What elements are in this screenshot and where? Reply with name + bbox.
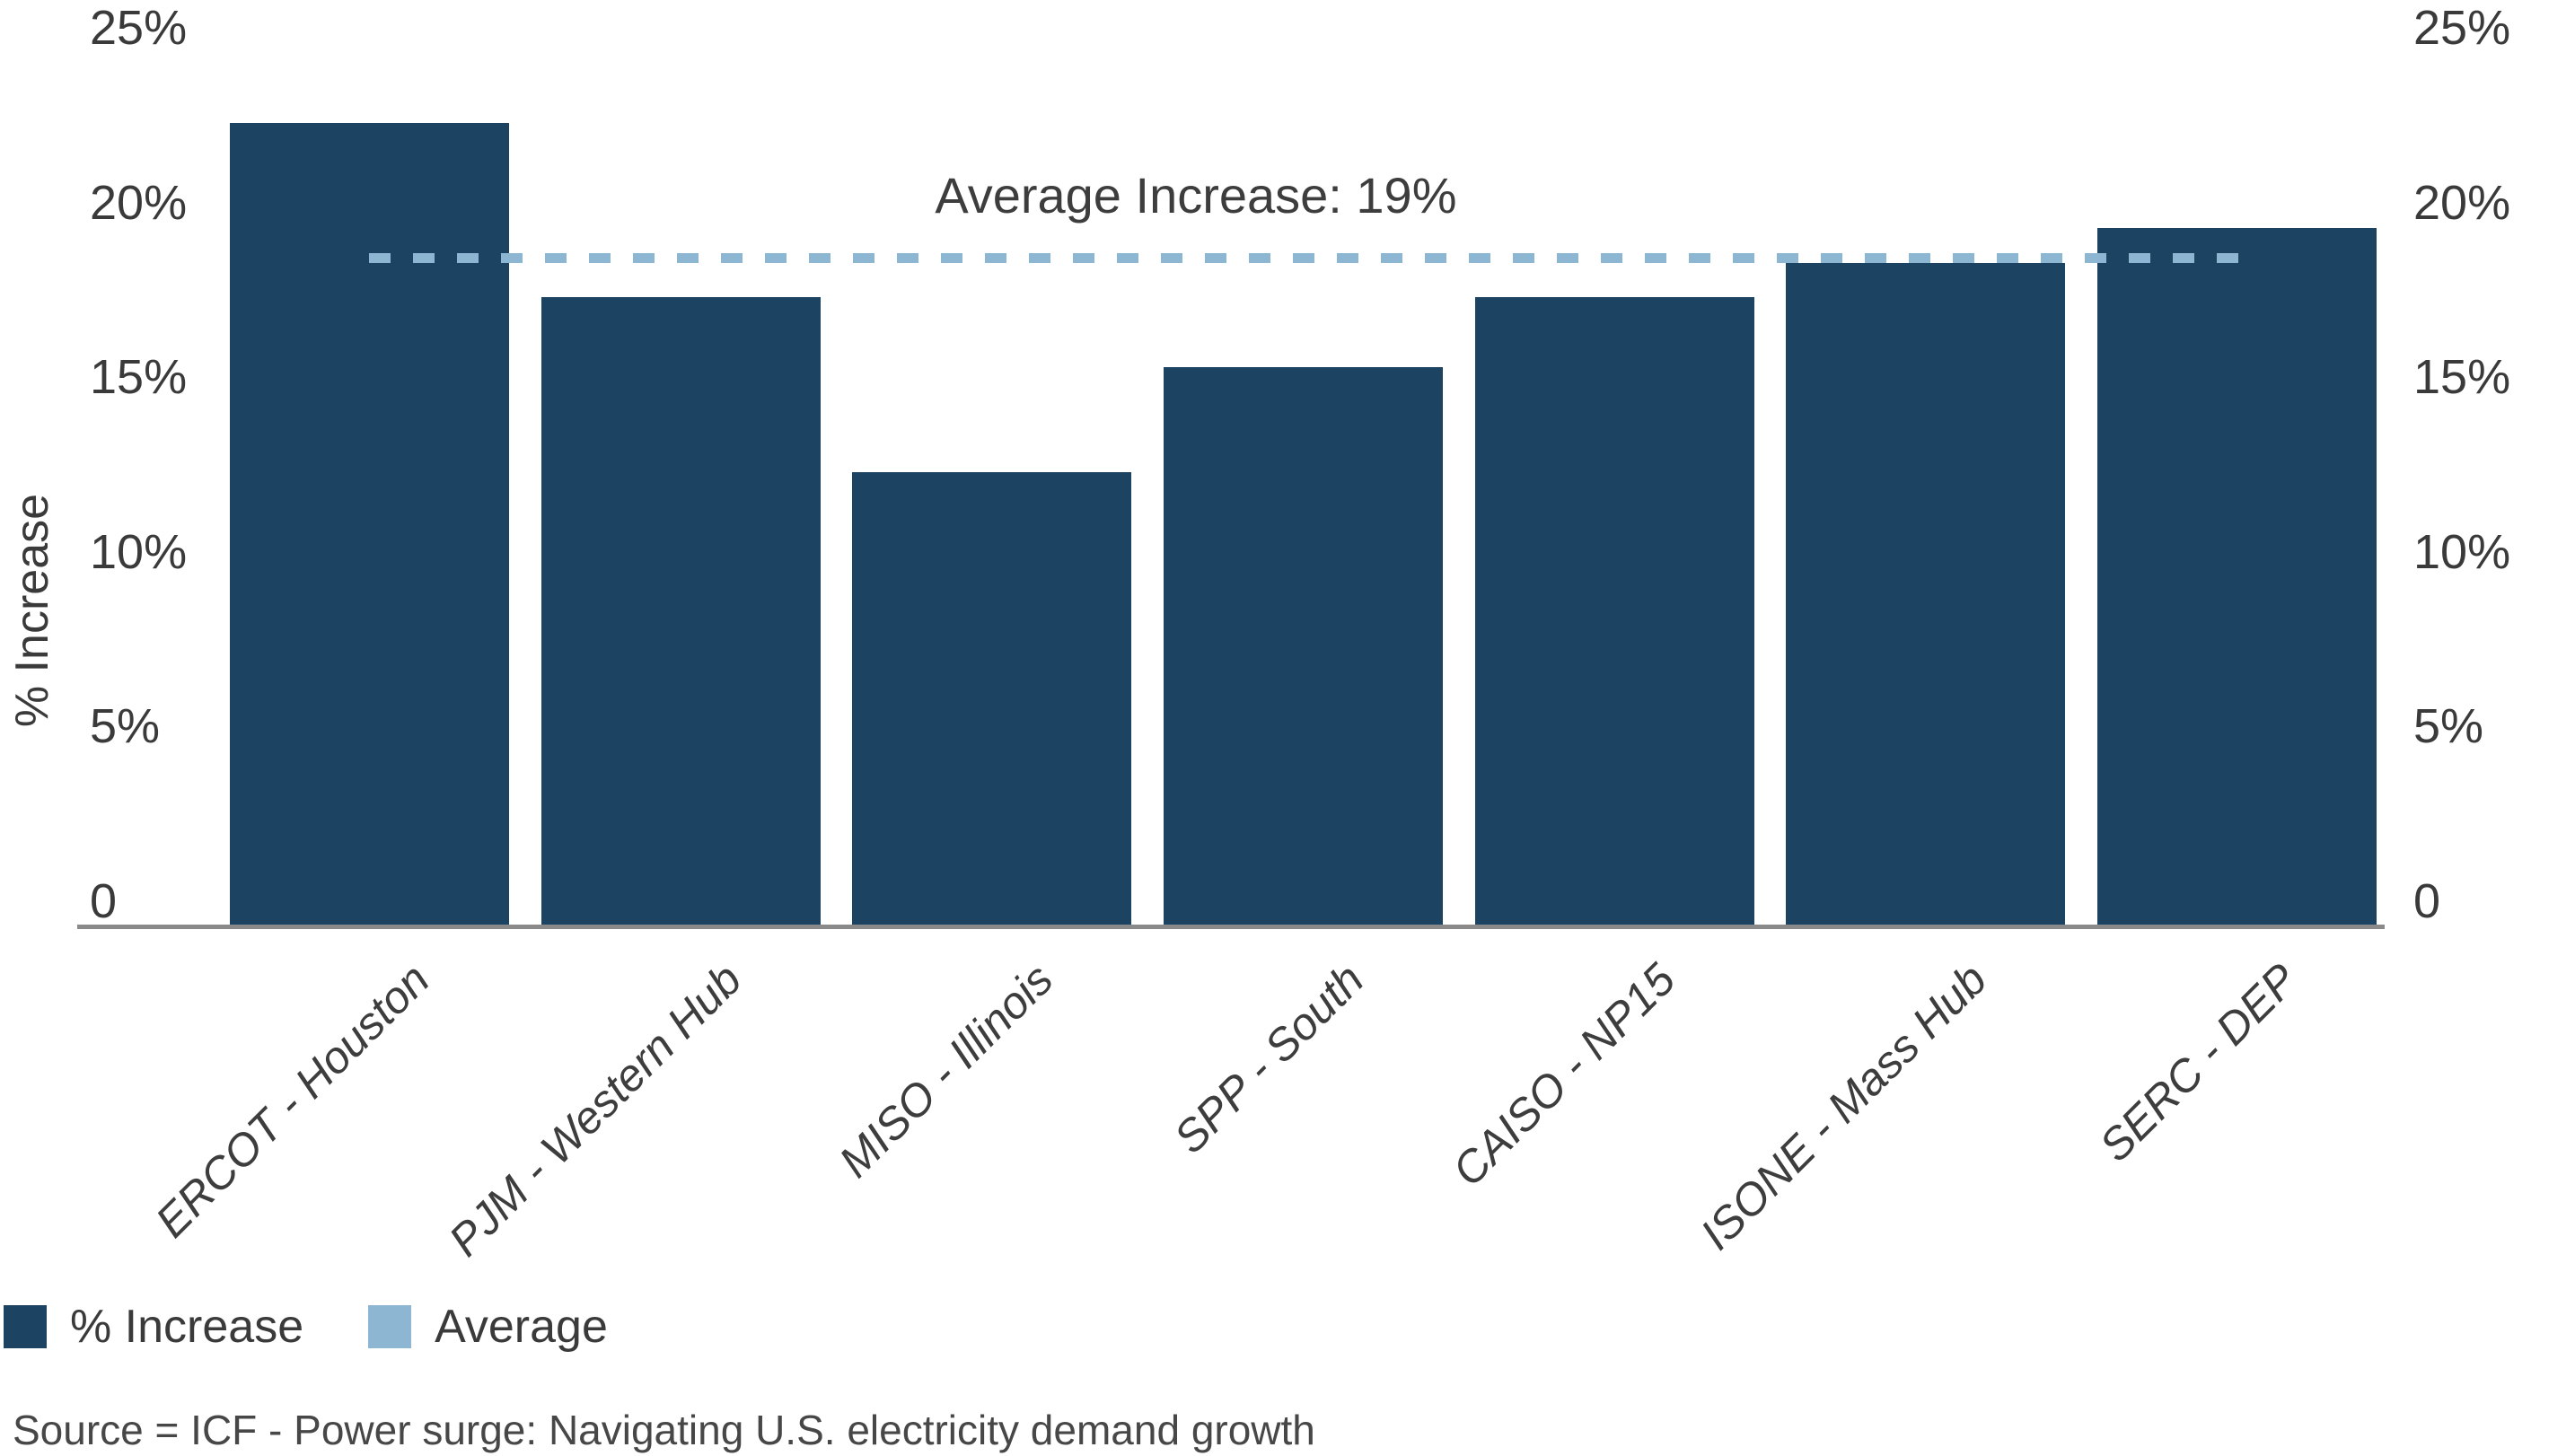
bar-ercot-houston <box>230 123 509 926</box>
y-tick-right-5pct: 5% <box>2413 699 2484 753</box>
y-tick-left-25pct: 25% <box>90 1 188 55</box>
average-annotation: Average Increase: 19% <box>935 167 1457 224</box>
y-tick-left-0: 0 <box>90 874 118 928</box>
legend-label-average: Average <box>435 1301 608 1353</box>
y-tick-right-25pct: 25% <box>2413 1 2511 55</box>
y-tick-left-10pct: 10% <box>90 525 188 579</box>
plot-area: Average Increase: 19% <box>230 53 2377 926</box>
legend-swatch-average <box>368 1305 412 1348</box>
y-tick-left-5pct: 5% <box>90 699 161 753</box>
bar-isone-mass-hub <box>1786 263 2066 926</box>
x-label-ercot-houston: ERCOT - Houston <box>145 953 440 1248</box>
x-label-caiso-np15: CAISO - NP15 <box>1442 953 1685 1197</box>
bar-pjm-western-hub <box>540 297 821 926</box>
bar-caiso-np15 <box>1474 297 1754 926</box>
legend-label-percent-increase: % Increase <box>70 1301 304 1353</box>
x-label-miso-illinois: MISO - Illinois <box>829 953 1063 1188</box>
y-tick-right-20pct: 20% <box>2413 176 2511 230</box>
bar-miso-illinois <box>852 472 1132 926</box>
bars-container <box>230 53 2377 926</box>
source-note: Source = ICF - Power surge: Navigating U… <box>13 1407 1315 1453</box>
y-tick-left-20pct: 20% <box>90 176 188 230</box>
y-tick-right-15pct: 15% <box>2413 350 2511 404</box>
x-label-serc-dep: SERC - DEP <box>2089 953 2307 1171</box>
legend-swatch-percent-increase <box>4 1305 47 1348</box>
y-tick-right-10pct: 10% <box>2413 525 2511 579</box>
y-tick-left-15pct: 15% <box>90 350 188 404</box>
x-axis-line <box>77 925 2385 929</box>
bar-spp-south <box>1163 367 1443 926</box>
x-label-spp-south: SPP - South <box>1164 953 1374 1163</box>
legend: % Increase Average <box>4 1300 608 1354</box>
x-label-pjm-western-hub: PJM - Western Hub <box>438 953 751 1267</box>
average-dashed-line <box>369 253 2242 263</box>
bar-serc-dep <box>2096 228 2377 926</box>
y-tick-right-0: 0 <box>2413 874 2441 928</box>
x-label-isone-mass-hub: ISONE - Mass Hub <box>1691 953 1997 1259</box>
y-axis-title: % Increase <box>6 493 58 728</box>
